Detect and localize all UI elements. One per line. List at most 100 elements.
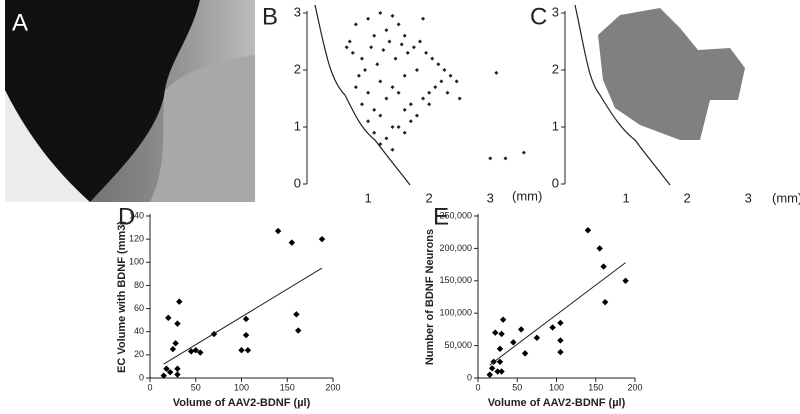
x-tick-label: 100 xyxy=(549,382,564,392)
y-tick-label: 0 xyxy=(467,372,472,382)
data-point xyxy=(424,50,429,55)
y-tick-label: 100 xyxy=(129,257,144,267)
x-tick-label: 200 xyxy=(627,382,642,392)
x-tick-label: 1 xyxy=(364,190,371,205)
data-point xyxy=(293,311,300,318)
boundary-line xyxy=(314,4,411,186)
data-point xyxy=(390,125,395,129)
data-point xyxy=(421,16,426,21)
y-tick-label: 250,000 xyxy=(439,210,472,220)
x-tick-label: 50 xyxy=(512,382,522,392)
data-point xyxy=(384,96,389,101)
data-point xyxy=(369,45,374,50)
data-point xyxy=(436,62,441,67)
micrograph xyxy=(5,0,255,202)
data-point xyxy=(402,130,407,135)
data-point xyxy=(402,107,407,112)
x-tick-label: 2 xyxy=(684,190,691,205)
data-point xyxy=(295,327,302,334)
data-point xyxy=(402,33,407,38)
data-point xyxy=(381,48,386,53)
panel-label: E xyxy=(433,203,449,230)
x-tick-label: 150 xyxy=(280,382,295,392)
data-point xyxy=(499,316,507,323)
data-point xyxy=(378,11,383,15)
data-point xyxy=(408,102,413,107)
data-point xyxy=(399,42,404,47)
data-point xyxy=(353,22,358,27)
data-point xyxy=(363,68,368,72)
data-point xyxy=(600,263,607,270)
data-point xyxy=(494,70,499,75)
y-tick-label: 0 xyxy=(294,175,301,190)
data-point xyxy=(366,119,371,124)
x-tick-label: 200 xyxy=(325,382,340,392)
data-point xyxy=(384,28,389,33)
data-point xyxy=(274,227,282,235)
data-point xyxy=(427,90,432,95)
x-tick-label: 0 xyxy=(147,382,152,392)
data-point xyxy=(197,349,204,356)
y-tick-label: 1 xyxy=(294,118,301,133)
panel-label: B xyxy=(262,3,278,30)
data-point xyxy=(498,330,505,338)
y-tick-label: 50,000 xyxy=(444,340,472,350)
data-point xyxy=(163,365,170,372)
data-point xyxy=(372,107,377,112)
data-point xyxy=(174,371,181,378)
data-point xyxy=(622,277,629,284)
data-point xyxy=(510,339,517,346)
x-tick-label: 3 xyxy=(487,190,494,205)
data-point xyxy=(192,347,199,354)
y-axis-label: EC Volume with BDNF (mm3) xyxy=(116,221,128,373)
y-tick-label: 120 xyxy=(129,234,144,244)
data-point xyxy=(448,73,453,78)
x-tick-label: 2 xyxy=(426,190,433,205)
x-axis-label: Volume of AAV2-BDNF (µl) xyxy=(173,397,311,409)
data-point xyxy=(584,227,592,234)
data-point xyxy=(488,156,493,161)
data-point xyxy=(488,365,496,372)
data-point xyxy=(521,150,526,155)
data-point xyxy=(356,73,361,78)
data-point xyxy=(350,50,355,55)
boundary-line xyxy=(574,4,671,186)
data-point xyxy=(187,348,195,355)
y-tick-label: 60 xyxy=(134,303,144,313)
data-point xyxy=(454,79,459,84)
x-tick-label: 50 xyxy=(191,382,201,392)
data-point xyxy=(353,85,358,90)
y-tick-label: 2 xyxy=(294,61,301,76)
data-point xyxy=(557,337,564,344)
data-point xyxy=(375,62,380,67)
data-point xyxy=(347,39,352,44)
data-point xyxy=(405,50,410,55)
panel-label: A xyxy=(12,9,28,36)
data-point xyxy=(174,320,181,327)
x-tick-label: 150 xyxy=(588,382,603,392)
data-point xyxy=(427,102,432,107)
data-point xyxy=(439,79,444,84)
y-tick-label: 3 xyxy=(294,4,301,19)
data-point xyxy=(396,90,401,95)
labeled-region xyxy=(598,8,745,140)
data-point xyxy=(174,365,181,372)
data-point xyxy=(366,90,371,95)
data-point xyxy=(238,347,245,354)
x-axis-label: (mm) xyxy=(512,188,542,203)
data-point xyxy=(430,56,435,61)
x-axis-label: (mm) xyxy=(772,190,800,205)
data-point xyxy=(496,358,504,365)
data-point xyxy=(492,329,499,336)
data-point xyxy=(433,85,438,90)
y-tick-label: 100,000 xyxy=(439,308,472,318)
data-point xyxy=(172,340,179,347)
data-point xyxy=(393,56,398,61)
data-point xyxy=(176,298,183,305)
data-point xyxy=(533,334,541,342)
data-point xyxy=(596,245,603,252)
trend-line xyxy=(163,267,323,365)
data-point xyxy=(359,102,364,107)
data-point xyxy=(521,350,529,357)
